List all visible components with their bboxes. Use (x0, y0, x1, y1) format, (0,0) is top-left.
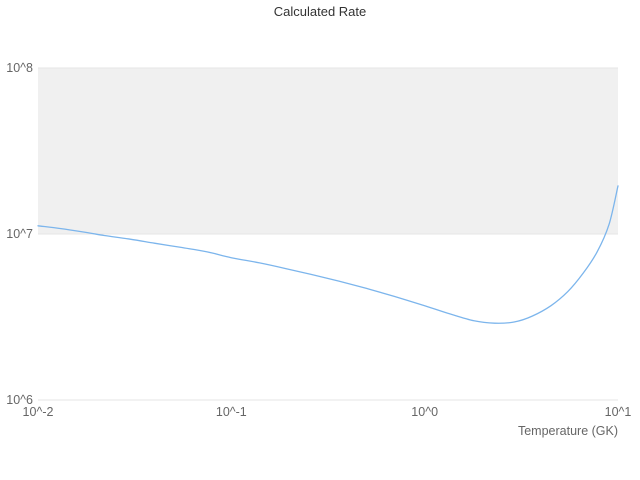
x-tick-label: 10^-2 (23, 405, 54, 419)
chart-title: Calculated Rate (273, 4, 367, 19)
grid-band (38, 68, 618, 234)
y-tick-label: 10^7 (6, 227, 33, 241)
x-axis-title: Temperature (GK) (518, 424, 618, 438)
x-tick-label: 10^-1 (216, 405, 247, 419)
y-tick-label: 10^8 (6, 61, 33, 75)
y-tick-label: 10^6 (6, 393, 33, 407)
x-tick-label: 10^1 (605, 405, 632, 419)
series-line (37, 185, 619, 324)
x-tick-label: 10^0 (411, 405, 438, 419)
